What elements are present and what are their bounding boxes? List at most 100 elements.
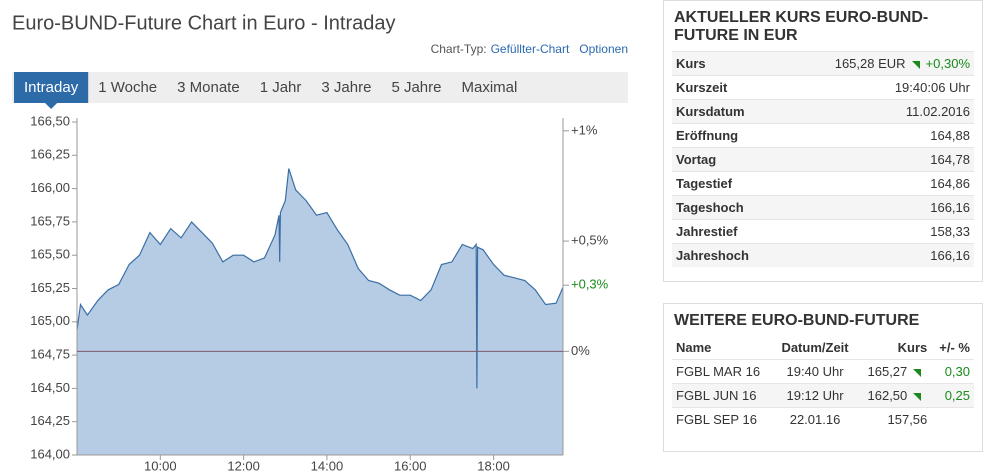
column-header: Kurs xyxy=(897,340,928,355)
y-tick-label: 165,50 xyxy=(30,247,70,262)
value-text: 164,86 xyxy=(930,176,970,191)
quote-row: Eröffnung 164,88 xyxy=(672,123,974,148)
row-label: Tageshoch xyxy=(672,195,782,220)
change-arrow xyxy=(911,60,920,69)
value-text: 19:40:06 Uhr xyxy=(894,80,970,95)
row-value: 164,78 xyxy=(781,147,974,172)
change-text: +0,30% xyxy=(925,56,970,71)
quote-row: Tageshoch 166,16 xyxy=(672,195,974,220)
x-tick-label: 12:00 xyxy=(227,458,260,473)
x-tick-label: 14:00 xyxy=(311,458,344,473)
instrument-name: FGBL JUN 16 xyxy=(672,383,774,408)
chart-panel: Euro-BUND-Future Chart in Euro - Intrada… xyxy=(12,12,628,473)
row-label: Kurs xyxy=(672,51,782,76)
tab-bar xyxy=(12,72,628,103)
date-time: 22.01.16 xyxy=(773,407,857,431)
price-text: 162,50 xyxy=(867,388,908,403)
value-text: 11.02.2016 xyxy=(905,104,970,119)
tab-label[interactable]: Intraday xyxy=(24,79,79,96)
y-tick-label: 165,00 xyxy=(30,313,70,328)
value-text: 164,78 xyxy=(930,152,970,167)
price-text: 165,27 xyxy=(867,364,908,379)
tab-label[interactable]: 1 Jahr xyxy=(260,79,302,96)
row-label: Vortag xyxy=(672,147,782,172)
x-tick-label: 16:00 xyxy=(394,458,427,473)
row-label: Tagestief xyxy=(672,171,782,196)
tab[interactable]: 3 Jahre xyxy=(311,72,381,103)
related-panel: WEITERE EURO-BUND-FUTURE Name Datum/Zeit K… xyxy=(663,303,983,452)
tab-label[interactable]: 1 Woche xyxy=(98,79,157,96)
chart-type-label: Chart-Typ: xyxy=(431,42,487,56)
change-text: 0,30 xyxy=(944,364,970,379)
page-title: Euro-BUND-Future Chart in Euro - Intrada… xyxy=(12,12,395,34)
change: 0,30 xyxy=(931,359,974,384)
x-tick-label: 10:00 xyxy=(144,458,177,473)
area-fill xyxy=(77,168,563,455)
value-text: 158,33 xyxy=(930,224,970,239)
tab[interactable]: 5 Jahre xyxy=(381,72,451,103)
quote-row: Jahreshoch 166,16 xyxy=(672,243,974,267)
y-tick-label: 164,25 xyxy=(30,413,70,428)
row-value: 158,33 xyxy=(781,219,974,244)
price-text: 157,56 xyxy=(887,412,928,427)
quote-panel: AKTUELLER KURS EURO-BUND-FUTURE IN EUR K… xyxy=(663,0,983,282)
tab-label[interactable]: 5 Jahre xyxy=(391,79,441,96)
value-text: 166,16 xyxy=(930,248,970,263)
options-link[interactable]: Optionen xyxy=(579,42,628,56)
row-label: Jahreshoch xyxy=(672,243,782,267)
instrument-name: FGBL MAR 16 xyxy=(672,359,774,384)
change-text: 0,25 xyxy=(944,388,970,403)
y2-tick-label: +0,3% xyxy=(571,277,609,292)
tab[interactable]: Maximal xyxy=(451,72,527,103)
quote-row: Kurs 165,28 EUR +0,30% xyxy=(672,51,974,76)
row-value: 165,28 EUR +0,30% xyxy=(781,51,974,76)
y-tick-label: 164,75 xyxy=(30,347,70,362)
tab-label[interactable]: 3 Monate xyxy=(177,79,240,96)
price: 157,56 xyxy=(856,407,932,431)
y2-tick-label: +0,5% xyxy=(571,233,609,248)
y-tick-label: 165,25 xyxy=(30,280,70,295)
value-text: 165,28 EUR xyxy=(834,56,906,71)
y2-tick-label: 0% xyxy=(571,343,590,358)
quote-table: Kurs 165,28 EUR +0,30% Kurszeit 19:40:06 Uhr… xyxy=(672,51,974,267)
quote-row: Kursdatum 11.02.2016 xyxy=(672,99,974,124)
row-label: Kursdatum xyxy=(672,99,782,124)
price-line xyxy=(76,168,564,389)
related-table: Name Datum/Zeit Kurs +/- % FGBL MAR 16 19:40 … xyxy=(672,336,974,431)
tab[interactable]: Intraday xyxy=(14,72,89,109)
date-time: 19:40 Uhr xyxy=(773,359,857,384)
chart-type-link[interactable]: Gefüllter-Chart xyxy=(491,42,570,56)
change-arrow xyxy=(913,392,922,401)
row-label: Eröffnung xyxy=(672,123,782,148)
value-text: 166,16 xyxy=(930,200,970,215)
column-header: Datum/Zeit xyxy=(781,340,849,355)
y-tick-label: 166,50 xyxy=(30,113,70,128)
row-label: Kurszeit xyxy=(672,75,782,100)
tab-label[interactable]: 3 Jahre xyxy=(321,79,371,96)
quote-row: Tagestief 164,86 xyxy=(672,171,974,196)
column-header: Name xyxy=(676,340,712,355)
row-value: 166,16 xyxy=(781,195,974,220)
price: 165,27 xyxy=(856,359,932,384)
quote-row: Kurszeit 19:40:06 Uhr xyxy=(672,75,974,100)
tab[interactable]: 1 Jahr xyxy=(250,72,312,103)
related-row: FGBL SEP 16 22.01.16 157,56 xyxy=(672,407,974,431)
tab[interactable]: 3 Monate xyxy=(167,72,250,103)
tab-label[interactable]: Maximal xyxy=(461,79,517,96)
row-value: 19:40:06 Uhr xyxy=(781,75,974,100)
related-row: FGBL MAR 16 19:40 Uhr 165,27 0,30 xyxy=(672,359,974,384)
quote-row: Vortag 164,78 xyxy=(672,147,974,172)
instrument-name: FGBL SEP 16 xyxy=(672,407,774,431)
y-tick-label: 166,25 xyxy=(30,147,70,162)
tab[interactable]: 1 Woche xyxy=(88,72,167,103)
tab-background xyxy=(14,72,89,103)
column-header: +/- % xyxy=(939,340,970,355)
row-value: 164,86 xyxy=(781,171,974,196)
y2-tick-label: +1% xyxy=(571,122,598,137)
y-tick-label: 165,75 xyxy=(30,213,70,228)
value-text: 164,88 xyxy=(930,128,970,143)
price: 162,50 xyxy=(856,383,932,408)
row-value: 166,16 xyxy=(781,243,974,267)
y-tick-label: 164,50 xyxy=(30,380,70,395)
